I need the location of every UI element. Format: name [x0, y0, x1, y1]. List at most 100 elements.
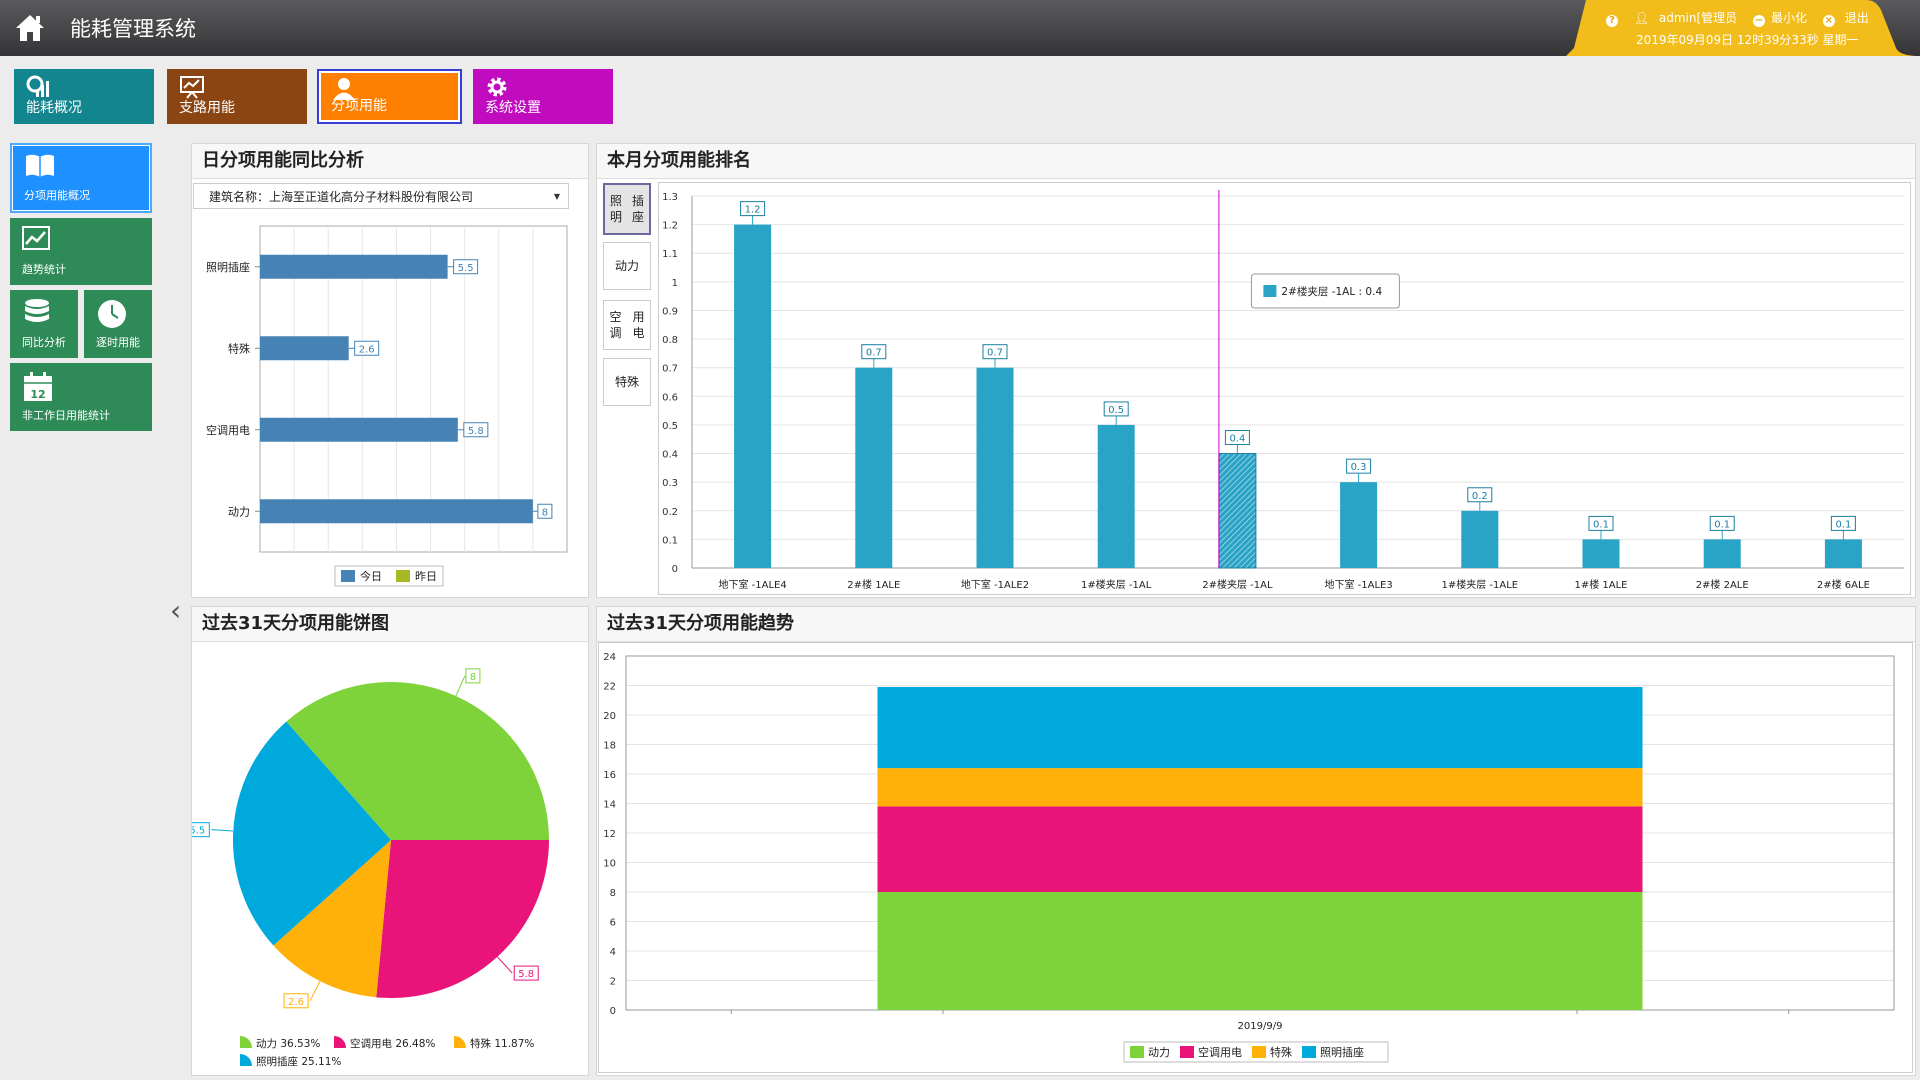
svg-text:0.3: 0.3 [1351, 462, 1367, 473]
bar[interactable] [260, 254, 448, 279]
collapse-sidebar-arrow[interactable]: ‹ [170, 594, 182, 627]
y-tick-label: 12 [603, 829, 616, 840]
y-tick-label: 1.2 [662, 221, 678, 232]
bar[interactable] [260, 336, 349, 361]
topnav-energy-overview[interactable]: 能耗概况 [14, 69, 154, 124]
x-tick-label: 2#楼 2ALE [1696, 578, 1749, 591]
minimize-button[interactable]: − 最小化 [1753, 11, 1813, 27]
topnav-branch-energy[interactable]: 支路用能 [167, 69, 307, 124]
y-tick-label: 6 [610, 918, 616, 929]
user-name: admin[管理员 [1658, 11, 1738, 25]
legend-label: 今日 [360, 569, 382, 583]
bar[interactable] [1824, 539, 1862, 568]
svg-text:8: 8 [542, 507, 548, 518]
sidenav-label: 趋势统计 [22, 263, 66, 276]
gear-icon [487, 77, 507, 97]
y-tick-label: 0.2 [662, 507, 678, 518]
tooltip-swatch [1263, 285, 1277, 297]
legend-swatch [1130, 1046, 1144, 1058]
svg-text:0.1: 0.1 [1714, 519, 1730, 530]
y-tick-label: 8 [610, 888, 616, 899]
tab-aircon[interactable]: 空调 用电 [603, 300, 651, 350]
y-tick-label: 0.7 [662, 364, 678, 375]
tab-power[interactable]: 动力 [603, 242, 651, 290]
sidenav-hourly-energy[interactable]: 逐时用能 [84, 290, 152, 358]
building-select[interactable]: 建筑名称：上海至正道化高分子材料股份有限公司 ▼ [193, 183, 569, 209]
chart-icon [26, 75, 49, 97]
tab-label-line1: 空调 [609, 310, 622, 340]
stacked-bar-segment[interactable] [877, 892, 1643, 1010]
ranking-bar-chart: 0 0.1 0.2 0.3 0.4 0.5 0.6 0.7 0.8 0.9 1 1.1 1.2 1.3 1.… [658, 182, 1911, 595]
topnav-subitem-energy[interactable]: 分项用能 [317, 69, 462, 124]
bar[interactable] [260, 417, 458, 442]
sidenav-yoy-analysis[interactable]: 同比分析 [10, 290, 78, 358]
data-label: 8 [537, 503, 553, 519]
book-icon [26, 154, 54, 177]
user-icon: 👤︎ [1633, 11, 1650, 25]
y-tick-label: 0.5 [662, 421, 678, 432]
sidenav-trend-stats[interactable]: 趋势统计 [10, 218, 152, 285]
sidenav-nonworkday-stats[interactable]: 12 非工作日用能统计 [10, 363, 152, 431]
bar[interactable] [734, 224, 772, 568]
bar[interactable] [1218, 453, 1257, 569]
help-button[interactable]: ? [1606, 11, 1624, 27]
panel-title: 过去31天分项用能饼图 [192, 607, 588, 642]
pie-slice[interactable] [286, 682, 549, 840]
panel-title: 过去31天分项用能趋势 [597, 607, 1915, 642]
bar[interactable] [1097, 424, 1135, 568]
data-label: 2.6 [354, 340, 380, 356]
x-tick-label: 地下室 -1ALE4 [718, 578, 786, 591]
chevron-down-icon: ▼ [553, 192, 560, 201]
topnav-label: 系统设置 [485, 100, 541, 116]
tooltip: 2#楼夹层 -1AL : 0.4 [1250, 273, 1400, 309]
y-tick-label: 20 [603, 711, 616, 722]
plot-area [259, 225, 568, 553]
bar[interactable] [1340, 482, 1378, 568]
data-label: 5.5 [453, 259, 479, 275]
minimize-icon: − [1753, 15, 1766, 27]
bar[interactable] [260, 499, 533, 524]
svg-text:2.6: 2.6 [288, 997, 304, 1008]
legend: 今日 昨日 [334, 565, 444, 587]
logout-button[interactable]: × 退出 [1822, 11, 1875, 27]
pie-data-label: 5.5 [192, 822, 210, 838]
pie-slice[interactable] [233, 721, 391, 946]
stacked-bar-segment[interactable] [877, 806, 1643, 892]
user-button[interactable]: 👤︎ admin[管理员 [1634, 11, 1743, 25]
svg-text:2.6: 2.6 [359, 344, 375, 355]
help-icon: ? [1606, 15, 1618, 27]
bar[interactable] [855, 367, 893, 568]
pie-slice[interactable] [376, 840, 549, 998]
sidenav-subitem-overview[interactable]: 分项用能概况 [10, 143, 152, 213]
tab-label-line2: 插座 [631, 194, 644, 224]
legend-label: 空调用电 26.48% [350, 1037, 435, 1050]
topnav-system-settings[interactable]: 系统设置 [473, 69, 613, 124]
svg-text:5.8: 5.8 [518, 969, 534, 980]
tooltip-text: 2#楼夹层 -1AL : 0.4 [1281, 285, 1382, 298]
x-tick-label: 1#楼 1ALE [1574, 578, 1627, 591]
tab-lighting-socket[interactable]: 照明 插座 [603, 183, 651, 235]
stacked-bar-segment[interactable] [877, 768, 1643, 807]
x-tick-label: 地下室 -1ALE2 [961, 578, 1029, 591]
tab-label-line1: 照明 [609, 194, 622, 224]
y-tick-label: 0.3 [662, 478, 678, 489]
panel-title: 日分项用能同比分析 [192, 144, 588, 179]
daily-bar-chart: 照明插座 5.5 特殊 2.6 空调用电 5.8 动力 8 今日 昨日 [206, 225, 568, 587]
home-icon[interactable] [10, 8, 50, 48]
category-label: 照明插座 [206, 260, 250, 274]
y-tick-label: 18 [603, 741, 616, 752]
pie-slice[interactable] [273, 840, 391, 998]
bar[interactable] [1582, 539, 1620, 568]
stacked-bar-segment[interactable] [877, 686, 1643, 769]
tab-label-line2: 用电 [632, 310, 645, 340]
tab-special[interactable]: 特殊 [603, 358, 651, 406]
y-tick-label: 16 [603, 770, 616, 781]
bar[interactable] [1461, 510, 1499, 568]
bar[interactable] [976, 367, 1014, 568]
legend-swatch [1180, 1046, 1194, 1058]
bar[interactable] [1703, 539, 1741, 568]
presentation-icon [180, 76, 204, 99]
data-label: 0.1 [1588, 515, 1614, 531]
category-label: 动力 [228, 505, 250, 518]
close-icon: × [1822, 15, 1835, 27]
